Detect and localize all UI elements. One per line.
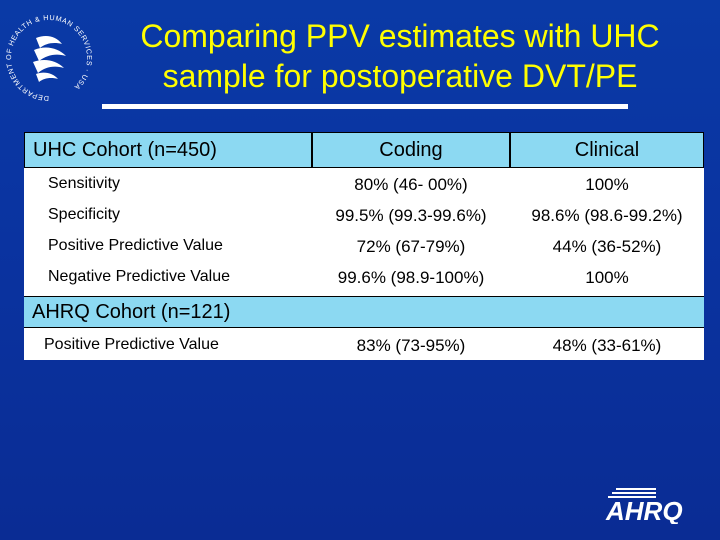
title-line-2: sample for postoperative DVT/PE (162, 58, 638, 94)
eagle-profile-icon (33, 36, 66, 82)
row-label: Negative Predictive Value (48, 268, 231, 285)
hhs-logo: DEPARTMENT OF HEALTH & HUMAN SERVICES · … (6, 13, 92, 103)
clinical-value: 100% (585, 175, 629, 194)
coding-value: 83% (73-95%) (356, 336, 466, 355)
ahrq-cohort-header: AHRQ Cohort (n=121) (24, 296, 704, 328)
clinical-value: 98.6% (98.6-99.2%) (531, 206, 683, 225)
hhs-ring-text: DEPARTMENT OF HEALTH & HUMAN SERVICES · … (6, 13, 92, 103)
clinical-column-header: Clinical (510, 132, 704, 168)
row-label: Positive Predictive Value (44, 336, 219, 353)
title-line-1: Comparing PPV estimates with UHC (140, 18, 660, 54)
svg-text:DEPARTMENT OF HEALTH & HUMAN S: DEPARTMENT OF HEALTH & HUMAN SERVICES · … (6, 13, 92, 103)
title-underline (102, 104, 628, 109)
coding-value: 80% (46- 00%) (354, 175, 468, 194)
slide-title: Comparing PPV estimates with UHC sample … (100, 16, 700, 96)
ahrq-logo: AHRQ (605, 488, 683, 524)
ahrq-wordmark: AHRQ (605, 496, 683, 524)
uhc-cohort-header: UHC Cohort (n=450) (24, 132, 312, 168)
row-label: Sensitivity (48, 175, 121, 192)
coding-column-header: Coding (312, 132, 510, 168)
clinical-value: 44% (36-52%) (552, 237, 662, 256)
row-label: Positive Predictive Value (48, 237, 223, 254)
row-label: Specificity (48, 206, 121, 223)
coding-value: 99.5% (99.3-99.6%) (335, 206, 487, 225)
clinical-value: 100% (585, 268, 629, 287)
coding-value: 99.6% (98.9-100%) (337, 268, 485, 287)
clinical-value: 48% (33-61%) (552, 336, 662, 355)
coding-value: 72% (67-79%) (356, 237, 466, 256)
